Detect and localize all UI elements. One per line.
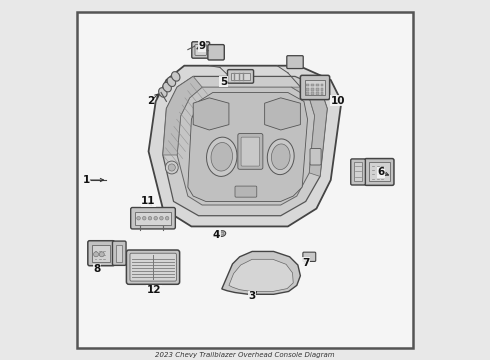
FancyBboxPatch shape (77, 12, 413, 348)
Polygon shape (177, 87, 315, 205)
Text: 1: 1 (82, 175, 90, 185)
Ellipse shape (159, 88, 167, 97)
FancyBboxPatch shape (351, 159, 366, 185)
FancyBboxPatch shape (287, 56, 303, 68)
Text: 8: 8 (93, 264, 100, 274)
Ellipse shape (271, 144, 290, 170)
Polygon shape (193, 98, 229, 130)
FancyBboxPatch shape (321, 84, 323, 86)
FancyBboxPatch shape (306, 88, 309, 91)
Circle shape (165, 161, 178, 174)
Text: 3: 3 (248, 291, 256, 301)
FancyBboxPatch shape (369, 162, 390, 181)
Text: 11: 11 (141, 197, 156, 206)
Polygon shape (188, 93, 308, 202)
FancyBboxPatch shape (306, 92, 309, 95)
FancyBboxPatch shape (88, 241, 115, 266)
FancyBboxPatch shape (130, 253, 176, 281)
Text: 4: 4 (213, 230, 220, 240)
Polygon shape (148, 66, 342, 226)
Text: 2: 2 (147, 96, 154, 107)
Ellipse shape (172, 72, 180, 81)
FancyBboxPatch shape (365, 158, 394, 185)
Circle shape (137, 216, 140, 220)
Circle shape (94, 252, 98, 257)
Circle shape (165, 216, 169, 220)
Circle shape (160, 216, 163, 220)
FancyBboxPatch shape (316, 88, 318, 91)
Polygon shape (222, 251, 300, 294)
FancyBboxPatch shape (131, 207, 175, 229)
FancyBboxPatch shape (92, 245, 110, 262)
FancyBboxPatch shape (241, 137, 260, 166)
FancyBboxPatch shape (354, 162, 362, 181)
Text: 7: 7 (302, 258, 309, 268)
Text: 5: 5 (220, 77, 227, 87)
Circle shape (99, 252, 104, 257)
FancyBboxPatch shape (316, 84, 318, 86)
Ellipse shape (267, 139, 294, 175)
FancyBboxPatch shape (135, 212, 171, 225)
Ellipse shape (242, 189, 252, 197)
FancyBboxPatch shape (192, 42, 210, 58)
FancyBboxPatch shape (208, 45, 224, 60)
FancyBboxPatch shape (195, 45, 206, 55)
Text: 12: 12 (147, 285, 161, 295)
FancyBboxPatch shape (311, 84, 314, 86)
Polygon shape (229, 259, 293, 292)
FancyBboxPatch shape (126, 250, 180, 284)
FancyBboxPatch shape (321, 92, 323, 95)
FancyBboxPatch shape (238, 134, 263, 169)
Circle shape (168, 164, 175, 171)
FancyBboxPatch shape (306, 84, 309, 86)
Circle shape (148, 216, 152, 220)
Ellipse shape (218, 231, 226, 237)
FancyBboxPatch shape (116, 245, 122, 262)
FancyBboxPatch shape (316, 92, 318, 95)
Polygon shape (292, 87, 327, 176)
FancyBboxPatch shape (231, 73, 250, 80)
Circle shape (154, 216, 157, 220)
FancyBboxPatch shape (311, 92, 314, 95)
FancyBboxPatch shape (235, 186, 257, 197)
Ellipse shape (207, 137, 237, 176)
Text: 2023 Chevy Trailblazer Overhead Console Diagram: 2023 Chevy Trailblazer Overhead Console … (155, 352, 335, 358)
Circle shape (143, 216, 146, 220)
Text: 6: 6 (377, 167, 384, 177)
Text: 10: 10 (331, 96, 345, 106)
FancyBboxPatch shape (321, 88, 323, 91)
FancyBboxPatch shape (227, 69, 253, 83)
Ellipse shape (167, 77, 175, 86)
FancyBboxPatch shape (300, 75, 330, 100)
Ellipse shape (220, 232, 224, 235)
Polygon shape (163, 76, 202, 155)
Ellipse shape (163, 82, 172, 92)
Polygon shape (265, 98, 300, 130)
FancyBboxPatch shape (305, 80, 325, 95)
FancyBboxPatch shape (311, 88, 314, 91)
Ellipse shape (211, 143, 233, 171)
Text: 9: 9 (198, 41, 206, 51)
FancyBboxPatch shape (303, 252, 316, 261)
FancyBboxPatch shape (113, 241, 126, 265)
FancyBboxPatch shape (310, 149, 321, 165)
Polygon shape (163, 76, 327, 216)
